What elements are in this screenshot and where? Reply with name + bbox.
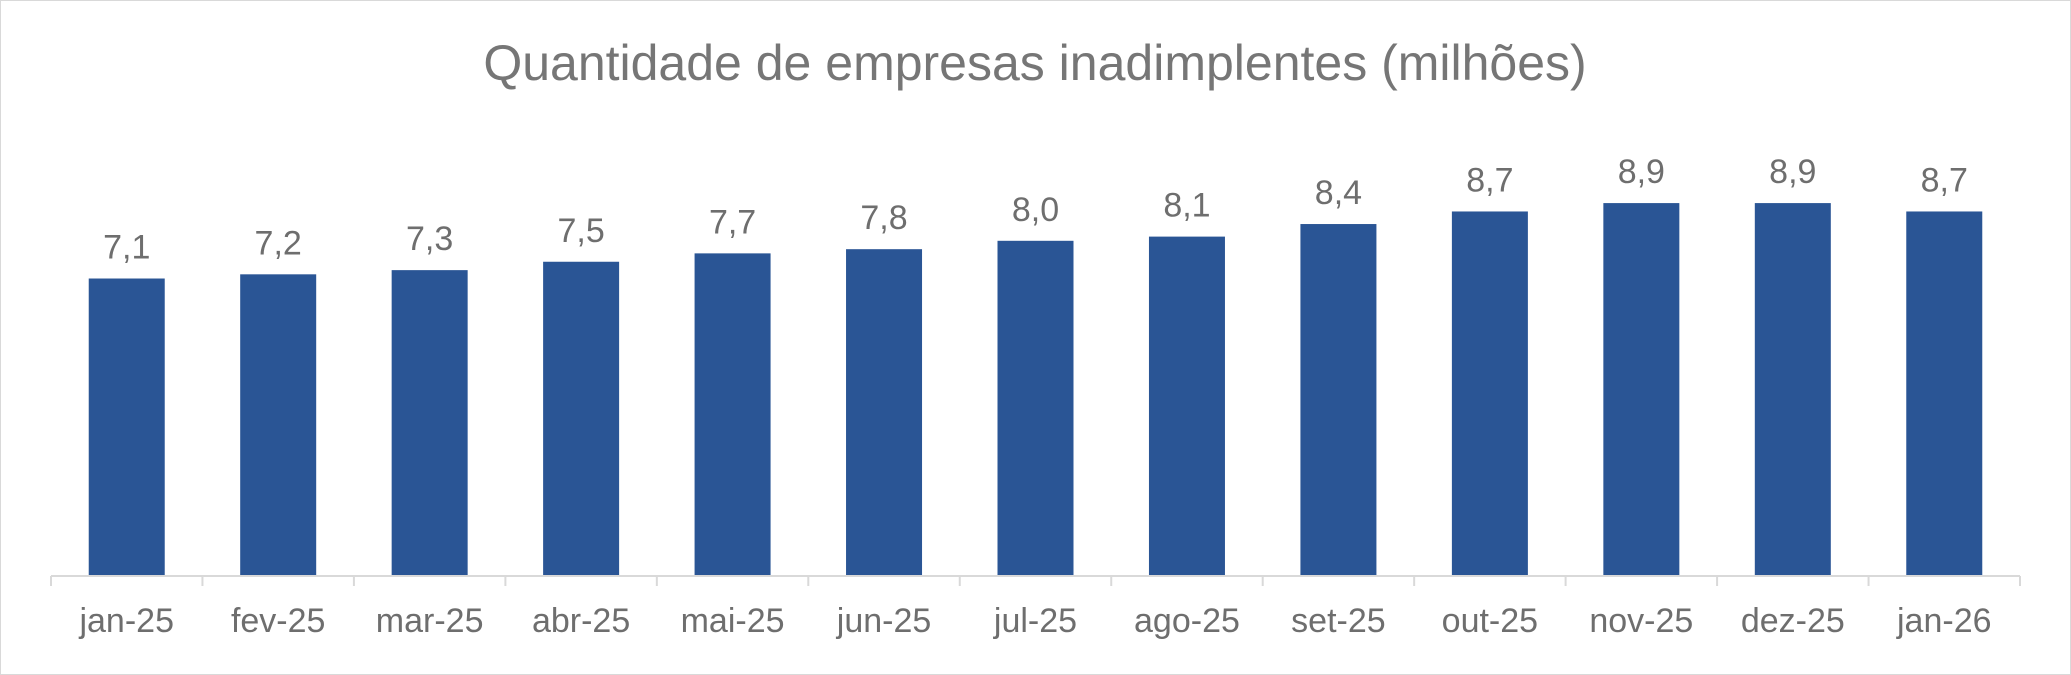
- data-label-jun-25: 7,8: [860, 199, 907, 237]
- x-tick-label-out-25: out-25: [1442, 602, 1538, 640]
- data-label-fev-25: 7,2: [255, 224, 302, 262]
- data-label-dez-25: 8,9: [1769, 153, 1816, 191]
- bars-layer: [88, 203, 1983, 577]
- bar-jun-25: [846, 249, 923, 576]
- chart-title: Quantidade de empresas inadimplentes (mi…: [483, 35, 1586, 91]
- bar-mai-25: [694, 253, 771, 576]
- bar-jan-25: [88, 278, 165, 576]
- x-tick-label-dez-25: dez-25: [1741, 602, 1845, 640]
- data-label-mai-25: 7,7: [709, 203, 756, 241]
- bar-jan-26: [1906, 211, 1983, 576]
- data-label-ago-25: 8,1: [1163, 187, 1210, 225]
- bar-jul-25: [997, 240, 1074, 577]
- x-tick-label-abr-25: abr-25: [532, 602, 630, 640]
- bar-mar-25: [391, 270, 468, 576]
- bar-set-25: [1300, 224, 1377, 577]
- data-label-jan-26: 8,7: [1921, 161, 1968, 199]
- bar-fev-25: [240, 274, 317, 576]
- x-tick-label-fev-25: fev-25: [231, 602, 326, 640]
- x-tick-label-jan-26: jan-26: [1896, 602, 1992, 640]
- bar-ago-25: [1148, 236, 1225, 577]
- data-labels-layer: 7,1 7,2 7,3 7,5 7,7 7,8 8,0 8,1 8,4 8,7 8,9 8,9 8,7: [103, 153, 1968, 266]
- data-label-out-25: 8,7: [1466, 161, 1513, 199]
- bar-out-25: [1451, 211, 1528, 576]
- data-label-abr-25: 7,5: [557, 212, 604, 250]
- data-label-mar-25: 7,3: [406, 220, 453, 258]
- x-tick-label-jan-25: jan-25: [78, 602, 174, 640]
- bar-abr-25: [543, 261, 620, 576]
- x-tick-label-nov-25: nov-25: [1589, 602, 1693, 640]
- x-tick-label-jul-25: jul-25: [993, 602, 1077, 640]
- x-tick-label-mar-25: mar-25: [376, 602, 484, 640]
- x-tick-label-mai-25: mai-25: [681, 602, 785, 640]
- x-tick-label-jun-25: jun-25: [836, 602, 932, 640]
- x-tick-labels-layer: jan-25 fev-25 mar-25 abr-25 mai-25 jun-25 jul-…: [78, 602, 1991, 640]
- bar-nov-25: [1603, 203, 1680, 576]
- bar-dez-25: [1754, 203, 1831, 576]
- x-tick-label-set-25: set-25: [1291, 602, 1386, 640]
- data-label-jan-25: 7,1: [103, 229, 150, 267]
- data-label-set-25: 8,4: [1315, 174, 1362, 212]
- data-label-jul-25: 8,0: [1012, 191, 1059, 229]
- x-axis: [50, 575, 2021, 586]
- data-label-nov-25: 8,9: [1618, 153, 1665, 191]
- x-tick-label-ago-25: ago-25: [1134, 602, 1240, 640]
